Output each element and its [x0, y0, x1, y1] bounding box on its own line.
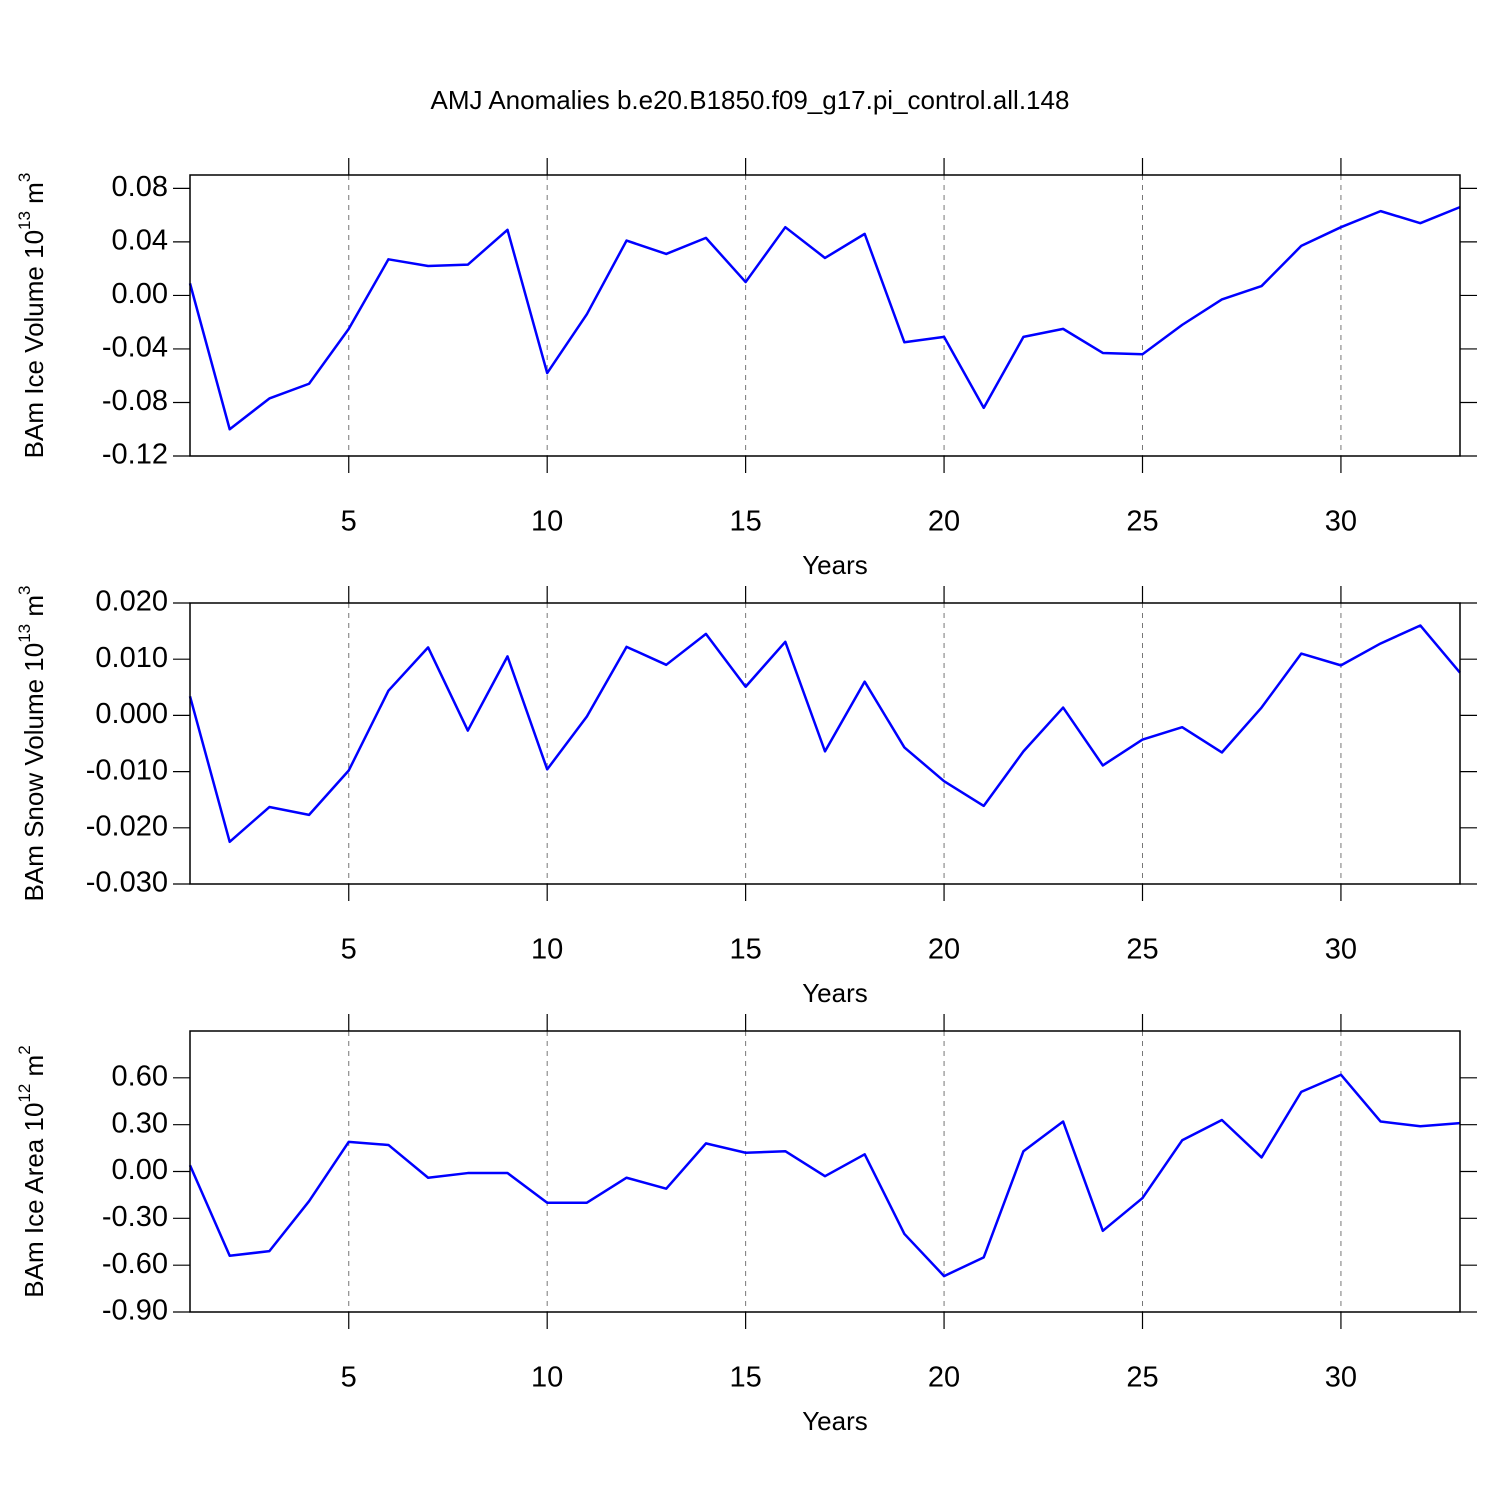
y-axis-label: BAm Snow Volume 1013 m3 [15, 586, 49, 902]
figure-title: AMJ Anomalies b.e20.B1850.f09_g17.pi_con… [431, 85, 1070, 115]
y-tick-label: 0.60 [112, 1060, 168, 1092]
y-tick-label: -0.90 [102, 1295, 168, 1327]
data-line [188, 624, 1461, 844]
y-tick-label: 0.04 [112, 225, 168, 257]
x-tick-label: 5 [341, 506, 357, 538]
y-label-superscript: 3 [15, 586, 34, 595]
x-tick-label: 25 [1126, 934, 1158, 966]
y-axis-label: BAm Ice Volume 1013 m3 [15, 173, 49, 459]
x-axis-label: Years [802, 978, 868, 1008]
y-tick-label: 0.00 [112, 1154, 168, 1186]
data-line [188, 1073, 1461, 1278]
x-tick-label: 15 [729, 506, 761, 538]
x-tick-label: 25 [1126, 1362, 1158, 1394]
y-tick-label: -0.08 [102, 385, 168, 417]
y-tick-label: 0.000 [95, 698, 168, 730]
y-tick-label: -0.010 [86, 754, 168, 786]
y-tick-label: -0.030 [86, 867, 168, 899]
x-axis-label: Years [802, 550, 868, 580]
x-tick-label: 10 [531, 506, 563, 538]
y-label-superscript: 2 [15, 1045, 34, 1054]
y-tick-label: 0.30 [112, 1107, 168, 1139]
y-tick-label: -0.30 [102, 1201, 168, 1233]
x-axis-label: Years [802, 1406, 868, 1436]
data-line [188, 205, 1461, 431]
y-label-superscript: 3 [15, 173, 34, 182]
y-label-superscript: 12 [15, 1084, 34, 1103]
y-tick-label: 0.08 [112, 171, 168, 203]
plot-frame [189, 1030, 1461, 1313]
y-tick-label: -0.60 [102, 1248, 168, 1280]
plot-frame [189, 602, 1461, 885]
x-tick-label: 10 [531, 1362, 563, 1394]
x-tick-label: 30 [1325, 1362, 1357, 1394]
x-tick-label: 30 [1325, 506, 1357, 538]
y-label-part: m [19, 182, 49, 211]
x-tick-label: 15 [729, 1362, 761, 1394]
y-label-part: BAm Snow Volume 10 [19, 643, 49, 902]
y-axis-label: BAm Ice Area 1012 m2 [15, 1045, 49, 1297]
y-label-part: BAm Ice Area 10 [19, 1103, 49, 1298]
x-tick-label: 20 [928, 1362, 960, 1394]
y-tick-label: -0.12 [102, 439, 168, 471]
y-label-superscript: 13 [15, 624, 34, 643]
x-tick-label: 20 [928, 934, 960, 966]
plot-frame [189, 174, 1461, 457]
y-label-part: BAm Ice Volume 10 [19, 230, 49, 458]
y-tick-label: 0.00 [112, 278, 168, 310]
x-tick-label: 10 [531, 934, 563, 966]
y-label-part: m [19, 1055, 49, 1084]
y-tick-label: 0.010 [95, 642, 168, 674]
y-label-part: m [19, 595, 49, 624]
x-tick-label: 5 [341, 934, 357, 966]
y-tick-label: -0.04 [102, 332, 168, 364]
y-tick-label: 0.020 [95, 586, 168, 618]
x-tick-label: 20 [928, 506, 960, 538]
y-tick-label: -0.020 [86, 810, 168, 842]
x-tick-label: 25 [1126, 506, 1158, 538]
y-label-superscript: 13 [15, 211, 34, 230]
x-tick-label: 30 [1325, 934, 1357, 966]
x-tick-label: 15 [729, 934, 761, 966]
x-tick-label: 5 [341, 1362, 357, 1394]
